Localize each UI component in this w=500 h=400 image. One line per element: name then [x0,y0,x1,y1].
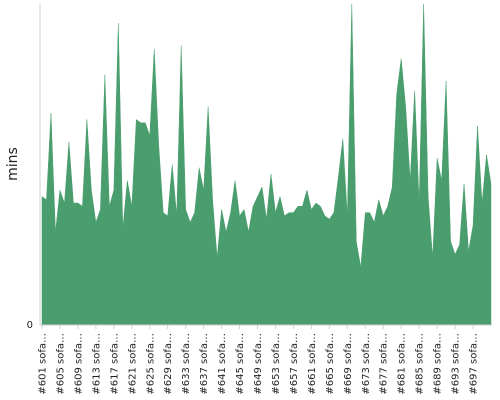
x-tick-label: #637 sofa… [199,333,210,395]
y-tick-label: 0 [27,320,33,331]
x-tick-label: #661 sofa… [307,333,318,395]
x-tick-label: #633 sofa… [181,333,192,395]
x-tick-label: #625 sofa… [145,333,156,395]
x-tick-label: #665 sofa… [325,333,336,395]
y-axis-title: mins [5,147,21,181]
x-tick-label: #697 sofa… [469,333,480,395]
x-tick-label: #613 sofa… [91,333,102,395]
axis-layer [39,4,492,326]
x-tick-label: #621 sofa… [127,333,138,395]
x-tick-label: #693 sofa… [451,333,462,395]
area-layer [41,3,492,326]
x-tick-label: #657 sofa… [289,333,300,395]
x-tick-label: #609 sofa… [73,333,84,395]
y-tick-layer: 0 [27,320,33,331]
x-tick-label: #685 sofa… [415,333,426,395]
x-tick-label: #649 sofa… [253,333,264,395]
x-tick-layer: #601 sofa… #605 sofa… #609 sofa… #613 sofa…… [38,325,480,395]
x-tick-label: #645 sofa… [235,333,246,395]
x-tick-label: #689 sofa… [433,333,444,395]
x-tick-label: #681 sofa… [397,333,408,395]
area-series [41,3,492,326]
x-tick-label: #653 sofa… [271,333,282,395]
x-tick-label: #605 sofa… [55,333,66,395]
x-tick-label: #673 sofa… [361,333,372,395]
x-tick-label: #677 sofa… [379,333,390,395]
x-tick-label: #669 sofa… [343,333,354,395]
x-tick-label: #601 sofa… [38,333,49,395]
x-tick-label: #617 sofa… [109,333,120,395]
x-tick-label: #641 sofa… [217,333,228,395]
x-tick-label: #629 sofa… [163,333,174,395]
